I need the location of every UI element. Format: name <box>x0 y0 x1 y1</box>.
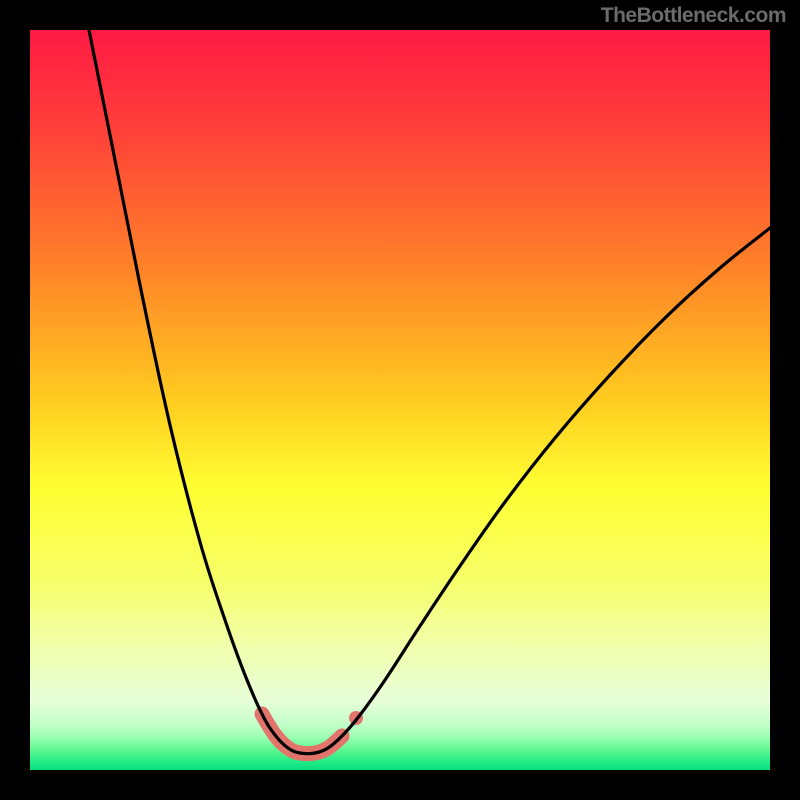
bottleneck-line <box>89 30 770 754</box>
outer-frame: TheBottleneck.com <box>0 0 800 800</box>
watermark-text: TheBottleneck.com <box>601 4 786 28</box>
bottleneck-curve <box>30 30 770 770</box>
plot-area <box>30 30 770 770</box>
